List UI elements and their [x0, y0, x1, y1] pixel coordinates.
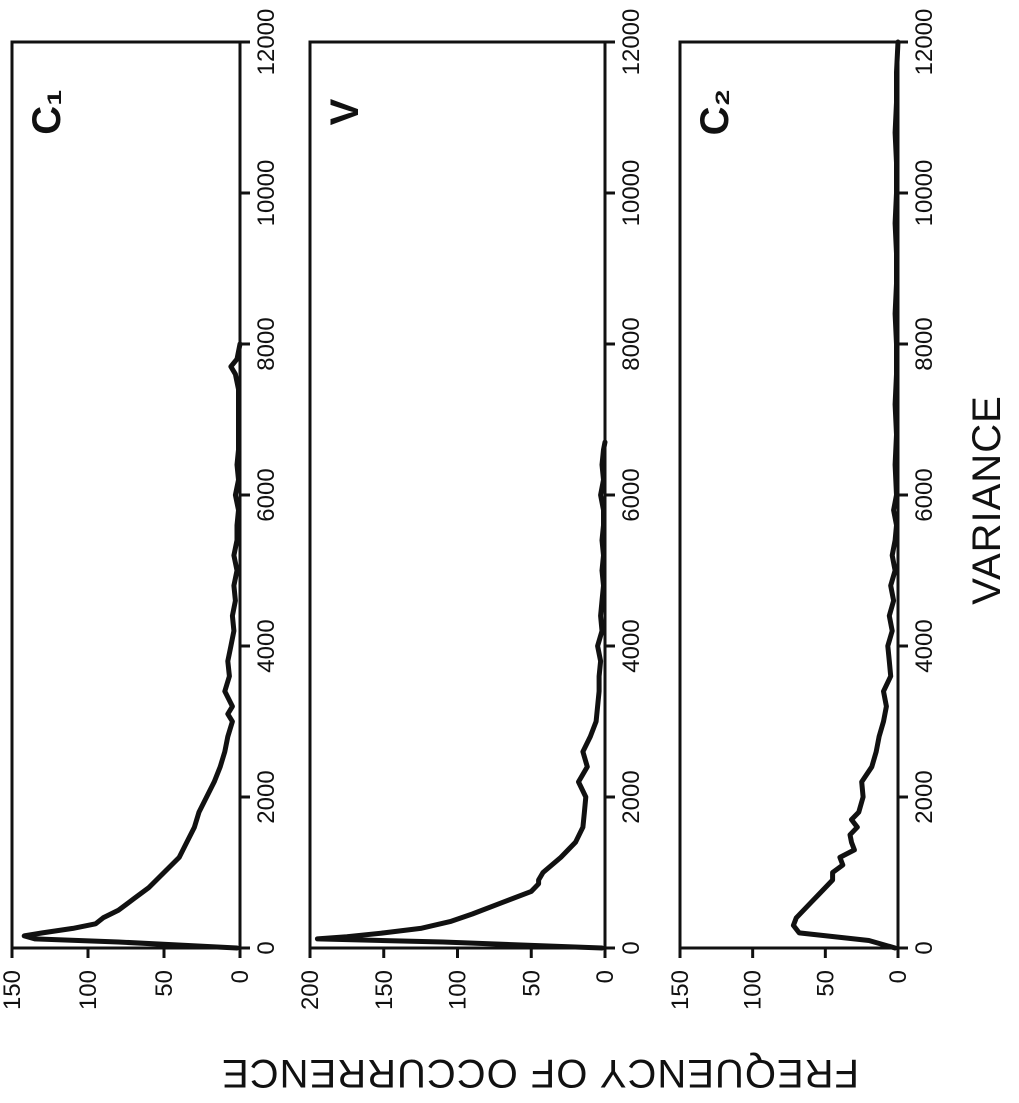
- x-tick-label: 0: [618, 941, 645, 954]
- y-tick-label: 50: [518, 970, 545, 997]
- y-tick-label: 150: [667, 970, 694, 1010]
- x-axis-title: VARIANCE: [965, 395, 1009, 605]
- series-line: [314, 439, 608, 951]
- x-tick-label: 4000: [618, 619, 645, 672]
- series-line: [790, 39, 901, 951]
- series-line: [21, 341, 243, 951]
- x-tick-label: 12000: [618, 9, 645, 76]
- chart-panel-3: 0 2000 4000 6000 8000 10000 12000 0 50 100 150 C₂: [667, 9, 938, 1010]
- y-tick-label: 200: [297, 970, 324, 1010]
- x-tick-label: 10000: [253, 160, 280, 227]
- y-tick-label: 100: [445, 970, 472, 1010]
- x-tick-label: 8000: [911, 317, 938, 370]
- y-tick-label: 50: [151, 970, 178, 997]
- y-tick-label: 0: [592, 970, 619, 983]
- y-tick-label: 50: [812, 970, 839, 997]
- panel-label: C₂: [693, 89, 737, 136]
- y-axis-title: FREQUENCY OF OCCURRENCE: [221, 1051, 859, 1095]
- x-tick-label: 4000: [253, 619, 280, 672]
- panel-frame: [10, 40, 242, 950]
- chart-panels: 020004000600080001000012000050100150C₁02…: [0, 9, 938, 1010]
- x-tick-label: 2000: [618, 770, 645, 823]
- panel-label: C₁: [25, 89, 69, 134]
- y-tick-label: 0: [885, 970, 912, 983]
- x-tick-label: 2000: [253, 770, 280, 823]
- chart-panel-2: 0 2000 4000 6000 8000 10000 12000 0 50 100 150 200 V: [297, 9, 645, 1010]
- x-tick-label: 12000: [253, 9, 280, 76]
- panel-frame: [678, 40, 900, 950]
- chart-panel-1: 0 2000 4000 6000 8000 10000 12000 0 50 100 150 C₁: [0, 9, 280, 1010]
- x-tick-label: 10000: [911, 160, 938, 227]
- x-tick-label: 0: [253, 941, 280, 954]
- panel-label: V: [323, 98, 367, 125]
- x-tick-label: 0: [911, 941, 938, 954]
- x-tick-label: 6000: [253, 468, 280, 521]
- y-tick-label: 0: [227, 970, 254, 983]
- x-tick-label: 10000: [618, 160, 645, 227]
- panel-frame: [308, 40, 607, 950]
- x-tick-label: 6000: [911, 468, 938, 521]
- y-tick-label: 150: [371, 970, 398, 1010]
- x-tick-label: 12000: [911, 9, 938, 76]
- x-tick-label: 8000: [618, 317, 645, 370]
- y-tick-label: 150: [0, 970, 26, 1010]
- y-tick-label: 100: [75, 970, 102, 1010]
- y-tick-label: 100: [740, 970, 767, 1010]
- x-tick-label: 4000: [911, 619, 938, 672]
- x-tick-label: 2000: [911, 770, 938, 823]
- x-tick-label: 8000: [253, 317, 280, 370]
- x-tick-label: 6000: [618, 468, 645, 521]
